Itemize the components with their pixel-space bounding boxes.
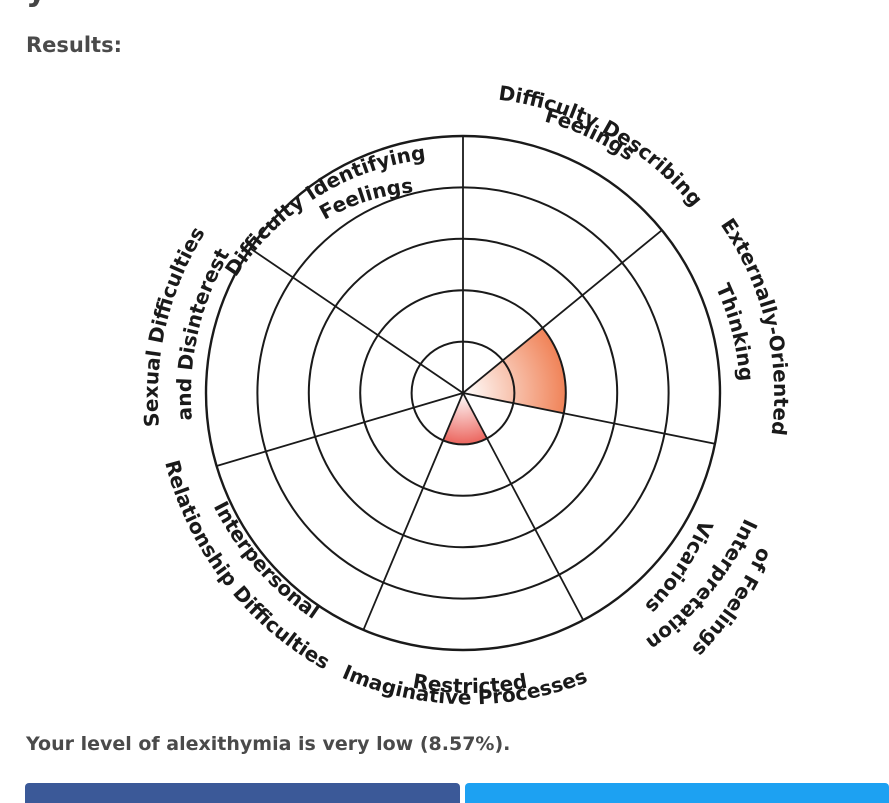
alexithymia-result-text: Your level of alexithymia is very low (8… (26, 733, 511, 755)
grid-spoke-2 (462, 229, 663, 394)
grid-spoke-5 (362, 392, 464, 631)
axis-labels: Difficulty Identifying Feelings Difficul… (139, 81, 794, 710)
grid-spoke-4 (462, 392, 585, 621)
grid-spokes (216, 136, 716, 631)
share-facebook-button[interactable] (25, 783, 460, 803)
share-twitter-button[interactable] (465, 783, 889, 803)
wedge-restricted-imaginative-processes (443, 393, 488, 445)
grid-spoke-7 (249, 247, 464, 394)
grid-spoke-3 (462, 392, 716, 445)
alexithymia-radar-chart: Difficulty Identifying Feelings Difficul… (139, 81, 794, 710)
grid-spoke-6 (216, 392, 464, 467)
radar-svg: Difficulty Identifying Feelings Difficul… (139, 81, 794, 710)
wedge-externally-oriented-thinking (463, 327, 566, 414)
clipped-page-heading: y (26, 0, 47, 8)
results-heading: Results: (26, 33, 122, 57)
data-wedges (443, 327, 566, 445)
